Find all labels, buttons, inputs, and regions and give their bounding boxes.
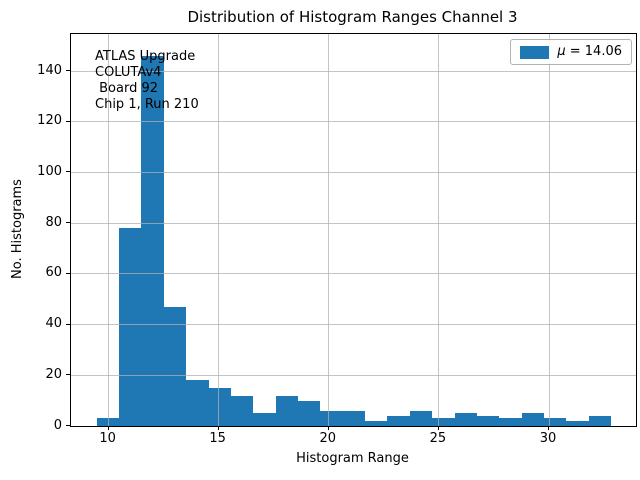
histogram-bar (298, 400, 320, 426)
y-tick-mark (66, 70, 70, 71)
y-tick-label: 0 (53, 417, 62, 433)
x-gridline (548, 34, 550, 426)
histogram-bar (231, 395, 253, 426)
y-tick-mark (66, 272, 70, 274)
histogram-bar (320, 410, 343, 426)
x-gridline (218, 34, 220, 426)
x-tick-mark (217, 426, 219, 430)
y-tick-mark (66, 171, 70, 173)
x-gridline (438, 34, 440, 426)
annotation-line: Board 92 (95, 81, 159, 96)
annotation-block: ATLAS Upgrade COLUTAv4 Board 92 Chip 1, Ru… (95, 49, 199, 113)
legend-mu-symbol: μ (557, 44, 566, 59)
annotation-line: Chip 1, Run 210 (95, 97, 199, 112)
histogram-bar (253, 413, 276, 426)
y-tick-mark (66, 120, 70, 122)
x-gridline (328, 34, 330, 426)
histogram-bar (209, 388, 231, 426)
annotation-line: COLUTAv4 (95, 65, 162, 80)
x-tick-label: 15 (209, 431, 226, 446)
histogram-bar (365, 420, 387, 426)
histogram-bar (387, 415, 410, 426)
y-tick-label: 60 (45, 265, 62, 281)
x-tick-label: 30 (539, 431, 557, 446)
x-tick-label: 10 (99, 431, 116, 446)
legend: μ = 14.06 (510, 39, 632, 65)
y-gridline (71, 121, 636, 123)
x-tick-mark (437, 426, 439, 430)
y-axis-label: No. Histograms (10, 179, 25, 279)
y-tick-label: 40 (45, 316, 62, 332)
histogram-bar (141, 55, 164, 426)
y-tick-label: 80 (45, 214, 62, 230)
x-tick-label: 20 (319, 431, 337, 446)
histogram-bar (566, 420, 589, 426)
y-tick-label: 100 (37, 163, 62, 179)
chart-title: Distribution of Histogram Ranges Channel… (187, 8, 518, 26)
x-tick-mark (327, 426, 329, 430)
histogram-bar (343, 410, 365, 426)
y-gridline (71, 374, 636, 376)
y-tick-mark (66, 323, 70, 325)
histogram-bar (97, 418, 119, 426)
y-tick-label: 20 (45, 366, 62, 382)
x-tick-mark (107, 426, 109, 430)
y-gridline (71, 222, 636, 224)
histogram-bar (477, 415, 499, 426)
histogram-bar (410, 410, 432, 426)
legend-value: = 14.06 (565, 44, 622, 59)
y-tick-mark (66, 222, 70, 224)
y-gridline (71, 171, 636, 173)
legend-label: μ = 14.06 (557, 45, 622, 59)
histogram-bar (164, 306, 186, 426)
histogram-bar (522, 413, 544, 426)
histogram-bar (544, 418, 566, 426)
plot-area (70, 33, 637, 427)
histogram-bar (186, 380, 209, 426)
histogram-bar (432, 418, 455, 426)
histogram-bar (455, 413, 477, 426)
x-tick-mark (548, 426, 549, 430)
x-axis-label: Histogram Range (296, 451, 409, 466)
histogram-bar (499, 418, 522, 426)
y-gridline (71, 273, 636, 275)
annotation-line: ATLAS Upgrade (95, 49, 196, 64)
histogram-bar (589, 415, 611, 426)
y-tick-label: 140 (37, 62, 62, 78)
legend-swatch (520, 45, 550, 59)
y-tick-mark (66, 374, 70, 376)
y-tick-mark (66, 425, 70, 426)
histogram-bar (119, 228, 141, 426)
y-gridline (71, 324, 636, 326)
y-gridline (71, 70, 636, 72)
y-tick-label: 120 (37, 113, 62, 129)
histogram-bar (276, 395, 298, 426)
x-tick-label: 25 (429, 431, 447, 446)
x-gridline (108, 34, 110, 426)
